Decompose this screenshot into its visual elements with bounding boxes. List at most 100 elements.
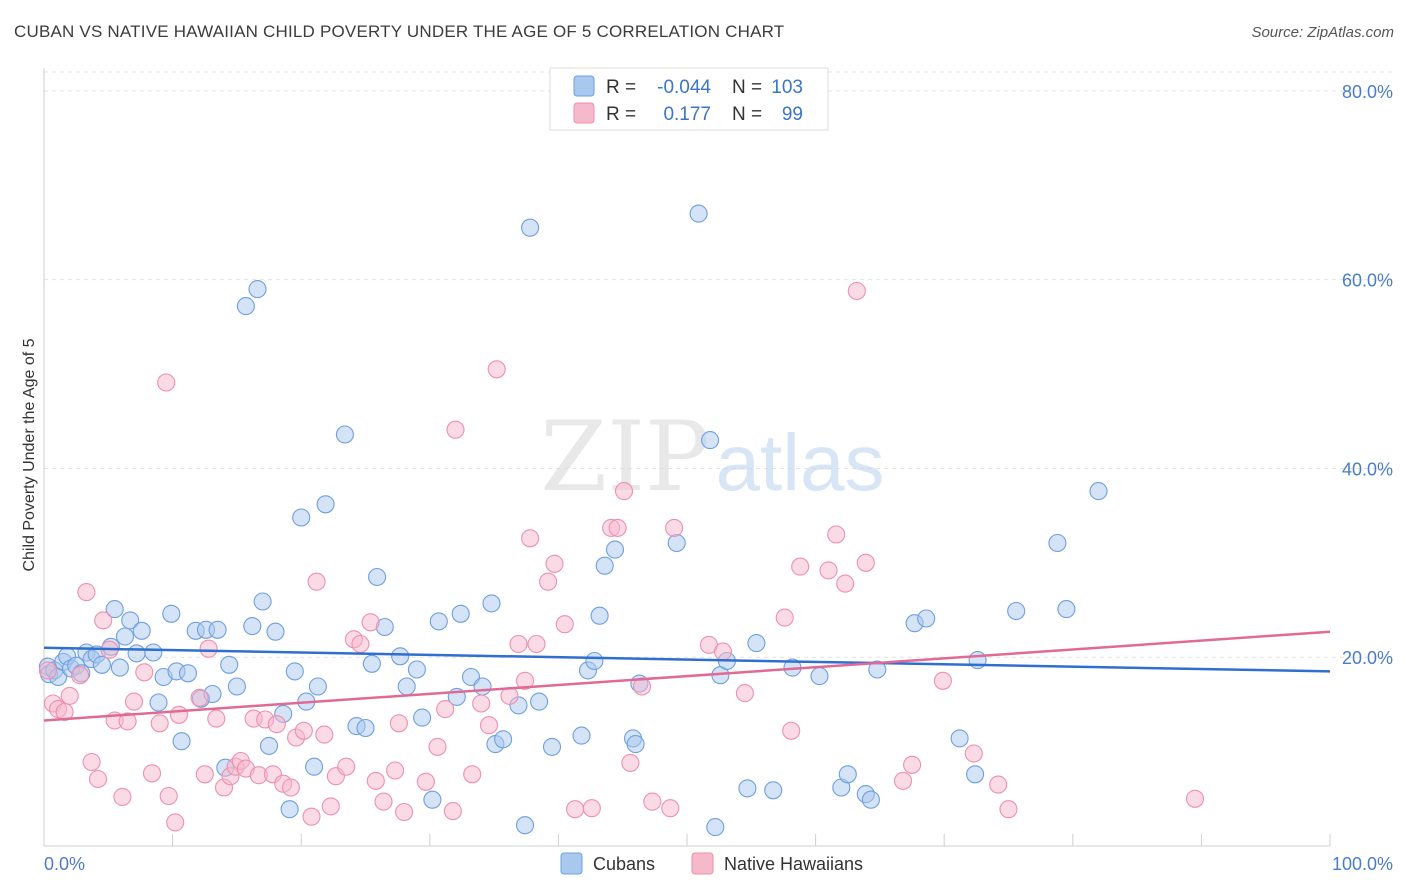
cubans-point [115, 627, 135, 646]
cubans-point [738, 779, 757, 798]
cubans-point [423, 790, 442, 809]
cubans-point [585, 651, 604, 671]
native-hawaiians-point [321, 797, 340, 816]
legend-swatch-cubans [573, 75, 595, 97]
bottom-legend-label-native-hawaiians: Native Hawaiians [724, 854, 863, 874]
cubans-point [706, 818, 725, 837]
cubans-point [429, 612, 448, 631]
legend-n-value-1: 99 [782, 104, 803, 125]
native-hawaiians-point [281, 778, 300, 797]
cubans-point [542, 737, 562, 756]
cubans-point [316, 495, 335, 514]
native-hawaiians-point [124, 692, 144, 711]
cubans-point [1057, 600, 1076, 619]
native-hawaiians-point [366, 771, 385, 790]
cubans-point [572, 726, 591, 745]
native-hawaiians-point [479, 716, 499, 735]
native-hawaiians-point [775, 608, 794, 627]
legend-n-value-0: 103 [771, 77, 803, 98]
y-tick-label: 40.0% [1342, 459, 1393, 479]
native-hawaiians-point [159, 786, 178, 806]
cubans-point [515, 816, 535, 835]
cubans-point [285, 662, 304, 681]
native-hawaiians-point [55, 702, 74, 722]
cubans-point [356, 718, 375, 738]
cubans-point [605, 540, 625, 559]
native-hawaiians-point [60, 686, 79, 705]
native-hawaiians-point [113, 787, 132, 806]
cubans-point [861, 790, 880, 809]
cubans-point [110, 658, 129, 677]
native-hawaiians-point [361, 613, 380, 632]
native-hawaiians-point [443, 802, 462, 821]
cubans-point [482, 594, 501, 613]
legend-n-label-1: N = [732, 104, 762, 125]
native-hawaiians-point [463, 765, 482, 784]
native-hawaiians-point [661, 799, 680, 818]
native-hawaiians-point [77, 583, 96, 602]
cubans-point [407, 660, 426, 679]
legend-r-label-0: R = [606, 77, 636, 98]
native-hawaiians-point [294, 721, 313, 740]
cubans-point [667, 533, 686, 553]
cubans-point [595, 556, 614, 575]
native-hawaiians-point [142, 764, 162, 783]
stats-legend: R = -0.044 N = 103 R = 0.177 N = 99 [549, 67, 829, 131]
bottom-legend-swatch-native-hawaiians [691, 852, 714, 875]
cubans-point [917, 609, 936, 628]
native-hawaiians-point [150, 714, 169, 733]
native-hawaiians-point [195, 765, 214, 784]
cubans-point [451, 604, 470, 623]
trend-line-native-hawaiians [43, 630, 1331, 722]
native-hawaiians-point [166, 813, 185, 832]
native-hawaiians-point [521, 529, 540, 548]
native-hawaiians-point [302, 807, 321, 826]
native-hawaiians-point [70, 666, 90, 685]
cubans-point [248, 280, 267, 299]
cubans-point [220, 655, 239, 674]
native-hawaiians-point [94, 611, 113, 630]
cubans-point [397, 677, 416, 696]
y-axis-label: Child Poverty Under the Age of 5 [21, 338, 38, 571]
native-hawaiians-point [267, 715, 286, 734]
native-hawaiians-point [713, 642, 733, 661]
watermark: ZIP atlas [540, 401, 884, 513]
native-hawaiians-point [416, 772, 435, 791]
native-hawaiians-point [307, 572, 326, 591]
native-hawaiians-point [38, 661, 57, 680]
cubans-point [701, 431, 720, 450]
native-hawaiians-point [436, 700, 455, 719]
cubans-point [280, 800, 299, 819]
native-hawaiians-point [836, 574, 855, 593]
y-tick-label: 20.0% [1342, 648, 1393, 668]
native-hawaiians-point [207, 709, 226, 728]
native-hawaiians-point [608, 518, 627, 537]
native-hawaiians-point [389, 714, 408, 733]
cubans-point [178, 664, 198, 683]
bottom-legend-label-cubans: Cubans [593, 854, 655, 874]
cubans-point [868, 660, 887, 679]
tick-labels: 20.0% 40.0% 60.0% 80.0% 0.0% 100.0% [44, 82, 1393, 874]
cubans-point [253, 592, 272, 611]
watermark-atlas: atlas [716, 418, 885, 507]
native-hawaiians-point [545, 554, 564, 573]
native-hawaiians-point [566, 800, 585, 819]
native-hawaiians-point [386, 761, 405, 780]
cubans-point [413, 708, 432, 727]
native-hawaiians-point [315, 725, 334, 744]
cubans-point [259, 736, 279, 755]
native-hawaiians-point [509, 634, 528, 654]
legend-n-label-0: N = [732, 77, 762, 98]
native-hawaiians-point [169, 705, 189, 724]
bottom-legend-swatch-cubans [560, 852, 583, 875]
cubans-point [966, 765, 985, 784]
native-hawaiians-point [88, 769, 108, 789]
native-hawaiians-point [782, 721, 801, 740]
x-tick-label: 0.0% [44, 854, 85, 874]
cubans-point [308, 677, 327, 696]
cubans-point [236, 297, 255, 316]
native-hawaiians-point [999, 800, 1018, 819]
native-hawaiians-point [847, 281, 866, 301]
native-hawaiians-point [665, 518, 684, 537]
cubans-point [950, 729, 969, 748]
